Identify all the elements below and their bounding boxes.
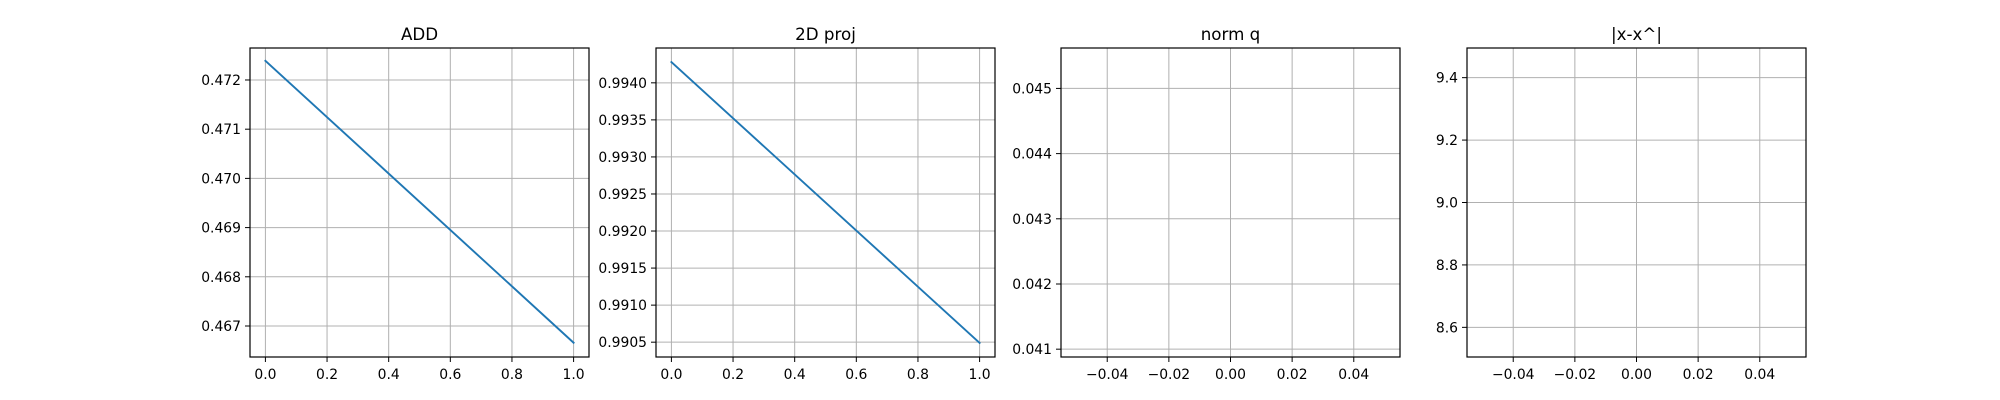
subplot-title: norm q xyxy=(1201,24,1261,44)
axes-frame xyxy=(249,47,590,358)
x-tick-label: 0.2 xyxy=(722,367,744,383)
axes-frame xyxy=(655,47,996,358)
x-tick-label: 0.2 xyxy=(316,367,338,383)
x-tick-label: 0.4 xyxy=(378,367,400,383)
x-tick-label: 0.6 xyxy=(439,367,461,383)
y-tick-label: 0.9925 xyxy=(598,187,647,203)
x-tick-label: 0.02 xyxy=(1277,367,1308,383)
y-tick-label: 9.4 xyxy=(1436,71,1458,87)
subplot-title: |x-x^| xyxy=(1611,24,1662,44)
y-tick-label: 0.471 xyxy=(201,122,241,138)
y-tick-label: 0.468 xyxy=(201,270,241,286)
subplot-title: 2D proj xyxy=(795,24,856,44)
series-line xyxy=(264,59,575,345)
series-line xyxy=(670,60,981,345)
y-tick-label: 0.044 xyxy=(1012,147,1052,163)
y-tick-label: 9.0 xyxy=(1436,196,1458,212)
x-tick-label: 0.8 xyxy=(907,367,929,383)
x-tick-label: 0.04 xyxy=(1338,367,1369,383)
y-tick-label: 0.467 xyxy=(201,319,241,335)
x-tick-label: −0.02 xyxy=(1554,367,1597,383)
subplot-2: 0.0 0.2 0.4 0.6 0.8 1.0 0.9905 0.9910 0.9915 0.99… xyxy=(598,24,996,383)
subplot-3: −0.04 −0.02 0.00 0.02 0.04 0.041 0.042 0.043 0.0… xyxy=(1012,24,1401,383)
x-tick-label: 0.0 xyxy=(660,367,682,383)
x-tick-label: 0.04 xyxy=(1744,367,1775,383)
y-tick-label: 8.8 xyxy=(1436,258,1458,274)
y-tick-label: 0.045 xyxy=(1012,81,1052,97)
x-tick-label: 0.6 xyxy=(845,367,867,383)
y-tick-label: 9.2 xyxy=(1436,133,1458,149)
x-tick-label: 0.8 xyxy=(501,367,523,383)
y-tick-label: 0.9915 xyxy=(598,261,647,277)
x-tick-label: 1.0 xyxy=(563,367,585,383)
x-tick-label: 0.02 xyxy=(1683,367,1714,383)
y-tick-label: 0.043 xyxy=(1012,212,1052,228)
x-tick-label: 0.4 xyxy=(784,367,806,383)
subplot-1: 0.0 0.2 0.4 0.6 0.8 1.0 0.467 0.468 0.469 0.470 0.… xyxy=(201,24,590,383)
x-tick-label: 0.00 xyxy=(1215,367,1246,383)
y-tick-label: 0.470 xyxy=(201,171,241,187)
y-tick-label: 0.042 xyxy=(1012,277,1052,293)
y-tick-label: 0.9935 xyxy=(598,113,647,129)
x-tick-label: 0.0 xyxy=(254,367,276,383)
subplot-title: ADD xyxy=(401,24,438,44)
y-tick-label: 0.041 xyxy=(1012,342,1052,358)
y-tick-label: 0.9910 xyxy=(598,298,647,314)
subplot-4: −0.04 −0.02 0.00 0.02 0.04 8.6 8.8 9.0 9.2 9.4 |x-… xyxy=(1436,24,1807,383)
y-tick-label: 0.9905 xyxy=(598,335,647,351)
x-tick-label: −0.04 xyxy=(1086,367,1129,383)
y-tick-label: 0.469 xyxy=(201,221,241,237)
x-tick-label: 0.00 xyxy=(1621,367,1652,383)
x-tick-label: −0.02 xyxy=(1148,367,1191,383)
y-tick-label: 0.9940 xyxy=(598,76,647,92)
y-tick-label: 0.9930 xyxy=(598,150,647,166)
x-tick-label: −0.04 xyxy=(1492,367,1535,383)
x-tick-label: 1.0 xyxy=(969,367,991,383)
y-tick-label: 0.9920 xyxy=(598,224,647,240)
y-tick-label: 8.6 xyxy=(1436,320,1458,336)
y-tick-label: 0.472 xyxy=(201,73,241,89)
